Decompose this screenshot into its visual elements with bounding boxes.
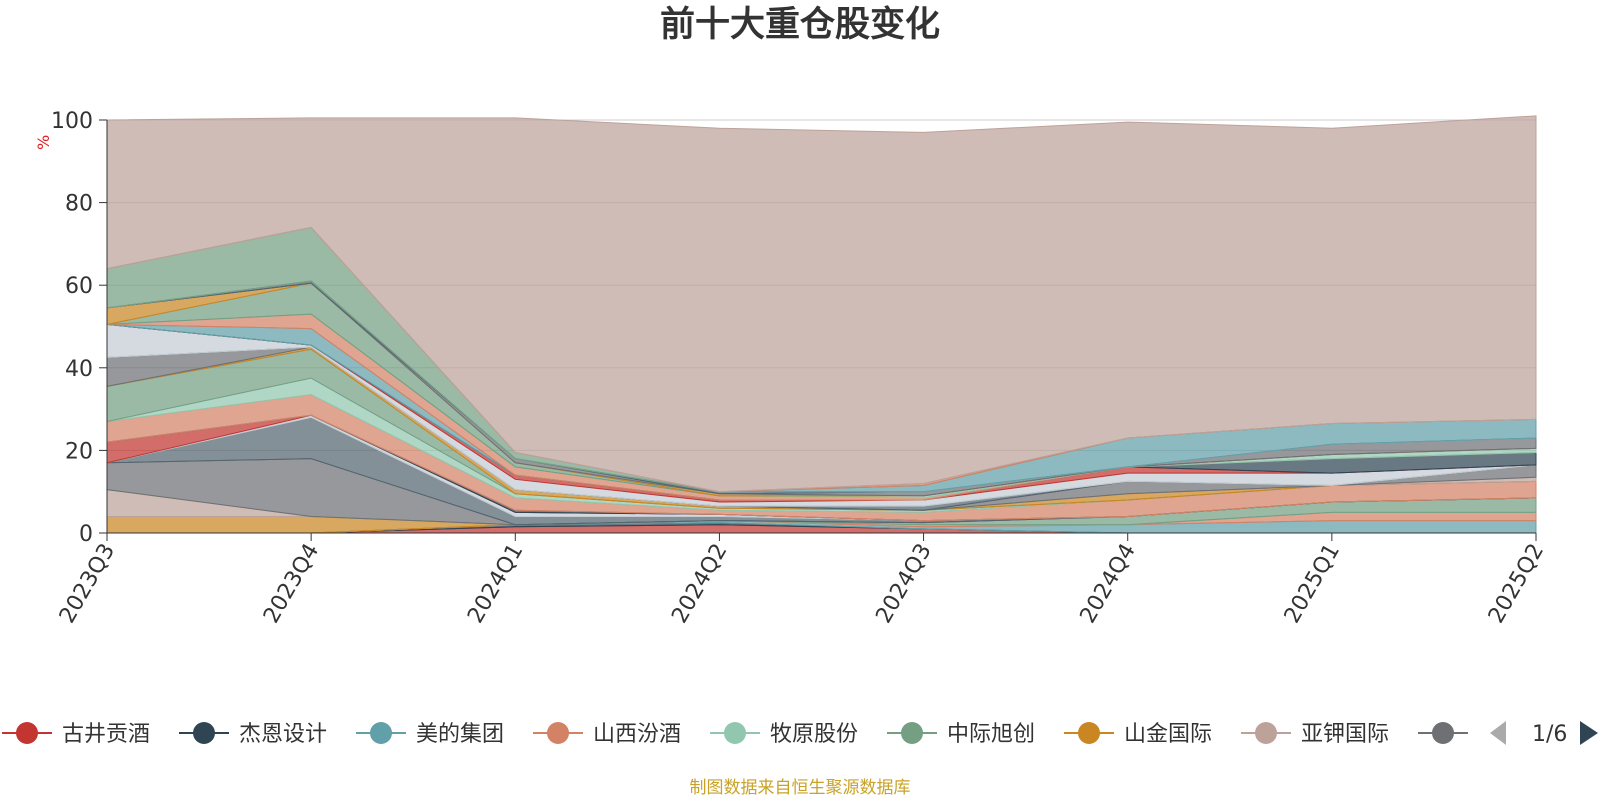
legend-item-label[interactable]: 亚钾国际 [1301, 722, 1389, 747]
legend-prev-icon[interactable] [1490, 721, 1506, 745]
y-tick-label: 0 [79, 522, 93, 547]
legend-marker[interactable] [724, 722, 746, 744]
legend-item-label[interactable]: 美的集团 [416, 722, 504, 747]
legend-marker[interactable] [547, 722, 569, 744]
legend-marker[interactable] [1078, 722, 1100, 744]
x-tick-label: 2024Q2 [667, 540, 732, 628]
y-tick-label: 100 [51, 109, 93, 134]
x-tick-label: 2025Q1 [1280, 540, 1345, 628]
x-tick-label: 2023Q3 [55, 540, 120, 628]
legend-marker[interactable] [1255, 722, 1277, 744]
legend-item-label[interactable]: 中际旭创 [947, 722, 1035, 747]
y-tick-label: 20 [65, 439, 93, 464]
x-tick-label: 2023Q4 [259, 540, 324, 628]
legend-marker[interactable] [901, 722, 923, 744]
y-tick-label: 60 [65, 274, 93, 299]
chart-title: 前十大重仓股变化 [659, 5, 940, 45]
x-tick-label: 2024Q3 [871, 540, 936, 628]
legend-marker[interactable] [193, 722, 215, 744]
legend-item-label[interactable]: 山西汾酒 [593, 722, 681, 747]
x-tick-label: 2024Q1 [463, 540, 528, 628]
area-series [106, 115, 1537, 493]
x-tick-label: 2025Q2 [1484, 540, 1549, 628]
data-source-note: 制图数据来自恒生聚源数据库 [689, 778, 911, 798]
y-tick-label: 80 [65, 192, 93, 217]
legend-item-label[interactable]: 牧原股份 [770, 722, 858, 747]
legend-page-indicator: 1/6 [1532, 722, 1567, 747]
y-tick-label: 40 [65, 357, 93, 382]
legend-item-label[interactable]: 山金国际 [1124, 722, 1212, 747]
legend-item-label[interactable]: 杰恩设计 [239, 722, 327, 747]
legend-marker[interactable] [370, 722, 392, 744]
legend-marker[interactable] [16, 722, 38, 744]
x-tick-label: 2024Q4 [1076, 540, 1141, 628]
legend-marker[interactable] [1432, 722, 1454, 744]
legend-item-label[interactable]: 古井贡酒 [62, 722, 150, 747]
legend-next-icon[interactable] [1580, 721, 1598, 745]
